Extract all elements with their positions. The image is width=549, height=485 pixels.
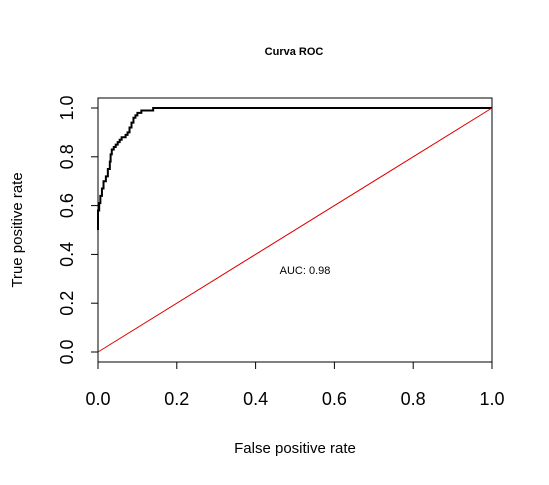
y-tick-label: 0.8 — [57, 144, 77, 169]
x-tick-label: 0.6 — [322, 389, 347, 409]
y-tick-label: 0.2 — [57, 291, 77, 316]
roc-curve-line — [98, 108, 492, 230]
x-axis: 0.0 0.2 0.4 0.6 0.8 1.0 — [85, 362, 504, 409]
y-axis-label: True positive rate — [9, 172, 26, 287]
diagonal-reference-line — [98, 108, 492, 352]
y-axis: 0.0 0.2 0.4 0.6 0.8 1.0 — [57, 95, 98, 364]
y-tick-label: 1.0 — [57, 95, 77, 120]
x-tick-label: 0.0 — [85, 389, 110, 409]
chart-title: Curva ROC — [265, 46, 324, 58]
series-layer — [98, 108, 492, 352]
y-tick-label: 0.6 — [57, 193, 77, 218]
x-tick-label: 0.8 — [401, 389, 426, 409]
x-axis-label: False positive rate — [234, 440, 356, 457]
x-tick-label: 0.2 — [164, 389, 189, 409]
x-tick-label: 1.0 — [479, 389, 504, 409]
x-tick-label: 0.4 — [243, 389, 268, 409]
y-tick-label: 0.4 — [57, 242, 77, 267]
y-tick-label: 0.0 — [57, 339, 77, 364]
auc-annotation: AUC: 0.98 — [280, 265, 331, 277]
